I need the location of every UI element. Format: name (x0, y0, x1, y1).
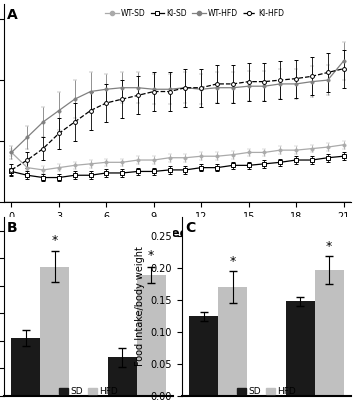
Text: A: A (7, 8, 18, 22)
Bar (218, 287, 247, 396)
Bar (108, 358, 137, 396)
Text: C: C (185, 220, 195, 234)
Bar (190, 316, 218, 396)
Y-axis label: Food Intake/body weight: Food Intake/body weight (135, 246, 145, 366)
Bar (315, 270, 344, 396)
Bar (137, 275, 165, 396)
Bar (40, 266, 69, 396)
Text: *: * (326, 240, 332, 253)
X-axis label: Week: Week (159, 227, 196, 240)
Text: *: * (51, 234, 58, 247)
Text: *: * (230, 255, 236, 268)
Legend: WT-SD, KI-SD, WT-HFD, KI-HFD: WT-SD, KI-SD, WT-HFD, KI-HFD (102, 6, 288, 21)
Text: *: * (148, 250, 154, 262)
Bar (286, 301, 315, 396)
Legend: SD, HFD: SD, HFD (233, 383, 300, 400)
Text: B: B (7, 220, 17, 234)
Bar (11, 338, 40, 396)
Legend: SD, HFD: SD, HFD (55, 383, 122, 400)
